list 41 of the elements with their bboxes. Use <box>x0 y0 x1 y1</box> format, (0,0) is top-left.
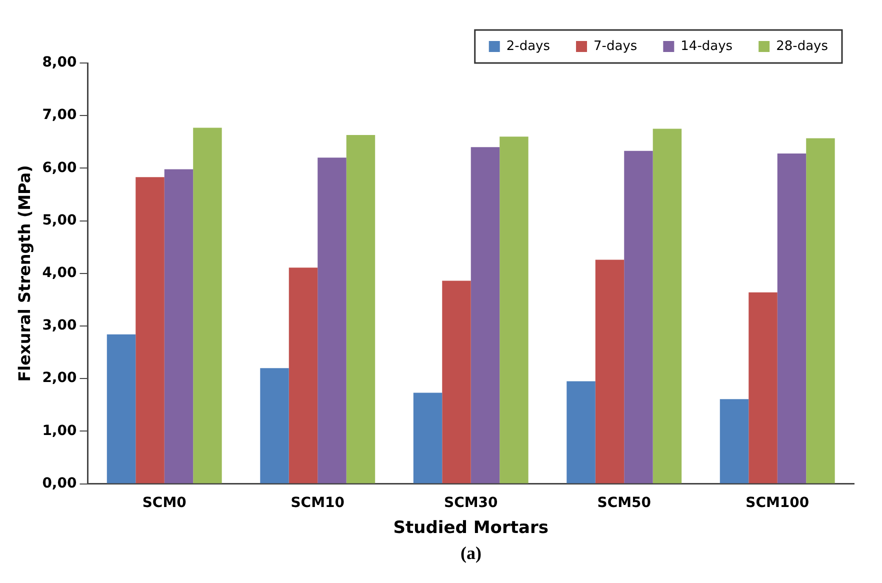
legend-label: 14-days <box>680 38 733 54</box>
bar <box>566 381 596 484</box>
x-axis-title: Studied Mortars <box>393 518 548 538</box>
y-tick-label: 8,00 <box>42 54 77 71</box>
y-tick-label: 3,00 <box>42 318 77 334</box>
y-tick-label: 4,00 <box>42 265 77 282</box>
text: (a) <box>460 543 482 564</box>
x-tick-label: SCM0 <box>142 494 187 511</box>
y-tick-label: 6,00 <box>42 160 77 176</box>
x-tick-label: SCM30 <box>444 494 498 511</box>
bar <box>413 392 442 484</box>
bar <box>442 280 471 484</box>
x-tick-label: SCM100 <box>746 494 810 511</box>
y-tick-label: 5,00 <box>42 212 77 228</box>
bar <box>164 169 194 484</box>
bar <box>777 153 806 484</box>
bar <box>193 128 222 484</box>
bar <box>136 177 164 484</box>
y-tick-label: 2,00 <box>42 370 77 386</box>
legend-label: 2-days <box>506 38 550 54</box>
bar <box>470 147 500 484</box>
bar <box>346 135 376 484</box>
legend-label: 28-days <box>776 38 828 54</box>
y-tick-label: 0,00 <box>42 475 77 492</box>
bar <box>806 138 835 484</box>
y-tick-label: 7,00 <box>42 107 77 124</box>
bar <box>595 260 624 484</box>
x-tick-label: SCM50 <box>597 494 652 511</box>
bar <box>748 292 778 484</box>
bar <box>318 158 346 484</box>
bar <box>720 399 749 484</box>
bar <box>288 268 318 484</box>
legend-label: 7-days <box>594 38 638 54</box>
y-tick-label: 1,00 <box>42 422 77 439</box>
bar <box>500 136 528 484</box>
bar <box>624 150 653 484</box>
bar <box>652 128 682 484</box>
bar <box>260 368 289 484</box>
bar <box>106 334 136 484</box>
x-tick-label: SCM10 <box>290 494 345 511</box>
y-axis-title: Flexural Strength (MPa) <box>14 165 34 382</box>
